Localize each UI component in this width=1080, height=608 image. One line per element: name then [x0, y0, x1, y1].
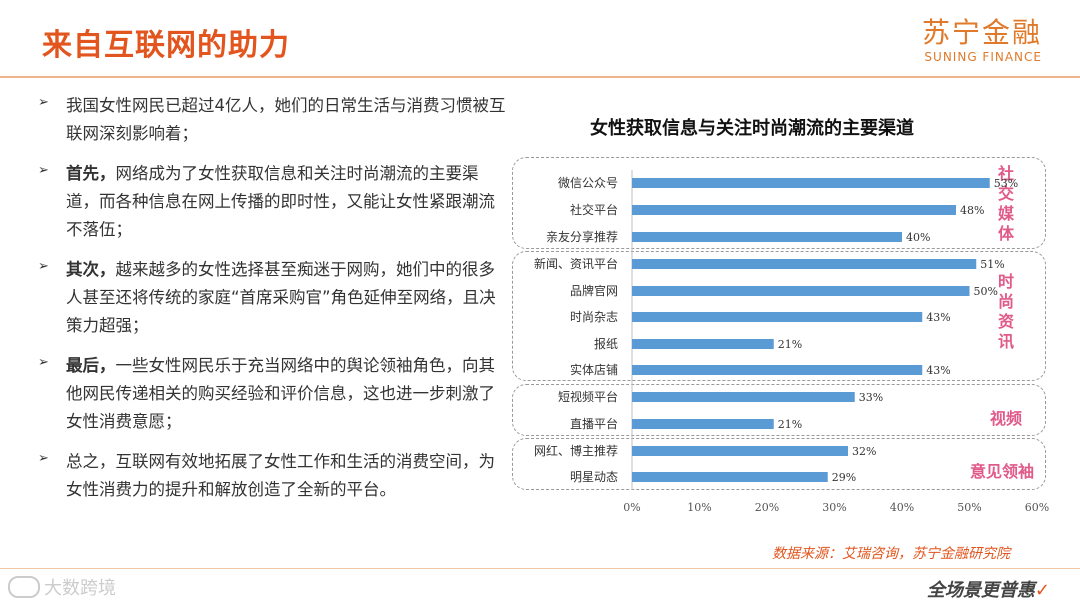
page-title: 来自互联网的助力: [42, 28, 290, 63]
data-label: 53%: [994, 177, 1018, 190]
data-label: 48%: [960, 204, 984, 217]
x-tick-label: 60%: [1025, 501, 1049, 514]
category-label: 明星动态: [570, 470, 618, 484]
footer-divider: [0, 568, 1080, 569]
category-label: 短视频平台: [558, 389, 618, 404]
group-box-video: [512, 384, 1046, 436]
bullet-list: ➢ 我国女性网民已超过4亿人，她们的日常生活与消费习惯被互联网深刻影响着； ➢ …: [38, 92, 508, 516]
data-label: 32%: [852, 445, 876, 458]
header-divider: [0, 76, 1080, 78]
check-icon: ✓: [1034, 580, 1050, 601]
data-label: 50%: [974, 285, 998, 298]
x-tick-label: 30%: [822, 501, 846, 514]
group-box-social: [512, 157, 1046, 249]
bullet-text: 总之，互联网有效地拓展了女性工作和生活的消费空间，为女性消费力的提升和解放创造了…: [66, 452, 495, 499]
arrow-bullet-icon: ➢: [38, 163, 49, 178]
category-label: 网红、博主推荐: [534, 443, 618, 458]
data-label: 21%: [778, 418, 802, 431]
arrow-bullet-icon: ➢: [38, 355, 49, 370]
category-label: 时尚杂志: [570, 310, 618, 324]
bullet-item: ➢ 其次，越来越多的女性选择甚至痴迷于网购，她们中的很多人甚至还将传统的家庭“首…: [38, 256, 508, 340]
x-tick-label: 20%: [755, 501, 779, 514]
category-label: 品牌官网: [570, 283, 618, 298]
category-label: 新闻、资讯平台: [534, 256, 618, 271]
bar: [632, 365, 923, 375]
bar: [632, 392, 855, 402]
logo-text-en: SUNING FINANCE: [924, 50, 1042, 64]
data-label: 21%: [778, 338, 802, 351]
slogan: 全场景更普惠✓: [927, 576, 1050, 602]
bar: [632, 205, 956, 215]
category-label: 实体店铺: [570, 362, 618, 377]
chart-title: 女性获取信息与关注时尚潮流的主要渠道: [590, 118, 914, 139]
data-label: 43%: [926, 364, 950, 377]
arrow-bullet-icon: ➢: [38, 451, 49, 466]
bullet-item: ➢ 总之，互联网有效地拓展了女性工作和生活的消费空间，为女性消费力的提升和解放创…: [38, 448, 508, 504]
x-tick-label: 10%: [687, 501, 711, 514]
data-label: 43%: [926, 311, 950, 324]
category-label: 社交平台: [570, 202, 618, 217]
bullet-text: 我国女性网民已超过4亿人，她们的日常生活与消费习惯被互联网深刻影响着；: [66, 96, 506, 143]
x-tick-label: 50%: [957, 501, 981, 514]
slogan-text: 全场景更普惠: [926, 580, 1035, 601]
watermark: 大数跨境: [8, 574, 116, 600]
suning-finance-logo: 苏宁金融 SUNING FINANCE: [921, 16, 1042, 65]
bullet-item: ➢ 最后，一些女性网民乐于充当网络中的舆论领袖角色，向其他网民传递相关的购买经验…: [38, 352, 508, 436]
bullet-item: ➢ 我国女性网民已超过4亿人，她们的日常生活与消费习惯被互联网深刻影响着；: [38, 92, 508, 148]
watermark-text: 大数跨境: [44, 578, 116, 599]
category-label: 直播平台: [570, 416, 618, 431]
bullet-text: 其次，越来越多的女性选择甚至痴迷于网购，她们中的很多人甚至还将传统的家庭“首席采…: [66, 260, 496, 335]
bar: [632, 286, 970, 296]
data-label: 40%: [906, 231, 930, 244]
bullet-text: 最后，一些女性网民乐于充当网络中的舆论领袖角色，向其他网民传递相关的购买经验和评…: [66, 356, 495, 431]
bar: [632, 339, 774, 349]
bar: [632, 259, 977, 269]
group-box-fashion: [512, 251, 1046, 381]
bar: [632, 419, 774, 429]
bullet-item: ➢ 首先，网络成为了女性获取信息和关注时尚潮流的主要渠道，而各种信息在网上传播的…: [38, 160, 508, 244]
bar: [632, 472, 828, 482]
arrow-bullet-icon: ➢: [38, 259, 49, 274]
data-source-note: 数据来源：艾瑞咨询，苏宁金融研究院: [772, 546, 1010, 562]
category-label: 微信公众号: [558, 176, 618, 190]
x-tick-label: 0%: [623, 501, 640, 514]
group-box-opinion: [512, 438, 1046, 490]
group-label-video: 视频: [989, 409, 1022, 428]
watermark-logo-icon: [8, 576, 40, 598]
data-label: 51%: [980, 258, 1004, 271]
category-label: 报纸: [594, 336, 618, 351]
logo-text-cn: 苏宁金融: [921, 16, 1042, 49]
bullet-text: 首先，网络成为了女性获取信息和关注时尚潮流的主要渠道，而各种信息在网上传播的即时…: [66, 164, 495, 239]
category-label: 亲友分享推荐: [546, 229, 618, 244]
bar: [632, 312, 923, 322]
data-label: 33%: [859, 391, 883, 404]
group-label-opinion: 意见领袖: [969, 462, 1034, 481]
data-label: 29%: [832, 471, 856, 484]
bar: [632, 178, 990, 188]
group-label-social: 社交媒体: [997, 164, 1014, 243]
x-tick-label: 40%: [890, 501, 914, 514]
bar: [632, 232, 902, 242]
arrow-bullet-icon: ➢: [38, 95, 49, 110]
bar: [632, 446, 848, 456]
group-label-fashion: 时尚资讯: [997, 272, 1014, 351]
